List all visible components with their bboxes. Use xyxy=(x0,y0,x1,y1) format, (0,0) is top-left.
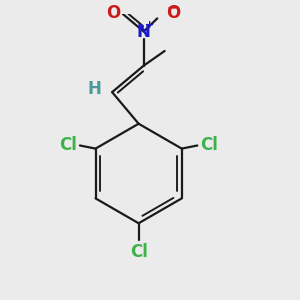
Text: N: N xyxy=(137,22,151,40)
Text: H: H xyxy=(87,80,101,98)
Text: +: + xyxy=(145,20,154,30)
Text: Cl: Cl xyxy=(200,136,218,154)
Text: Cl: Cl xyxy=(130,243,148,261)
Text: O: O xyxy=(106,4,120,22)
Text: −: − xyxy=(167,0,178,14)
Text: Cl: Cl xyxy=(59,136,77,154)
Text: O: O xyxy=(166,4,180,22)
